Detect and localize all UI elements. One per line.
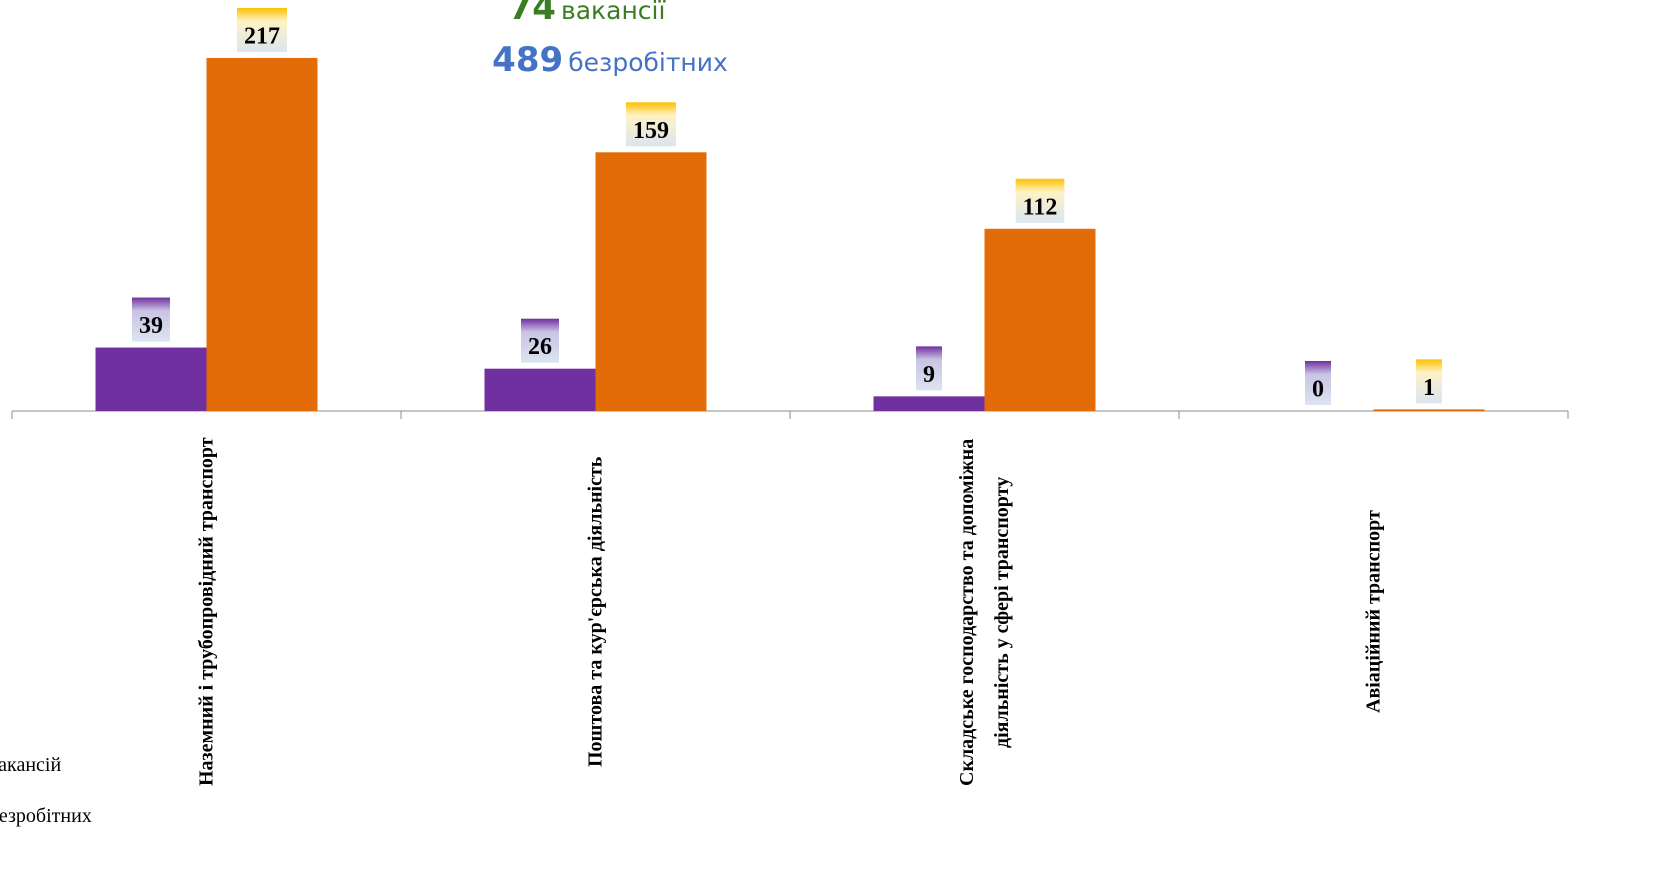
bar: [873, 396, 985, 411]
data-label-text: 26: [528, 334, 552, 360]
data-label-text: 9: [923, 362, 935, 388]
x-tick-label: Поштова та кур'єрська діяльність: [584, 456, 606, 768]
annotation-value: 489: [492, 40, 564, 80]
data-label-box: [626, 102, 676, 147]
annotation: 74 вакансії: [509, 0, 666, 28]
x-tick-label: Наземний і трубопровідний транспорт: [195, 437, 217, 787]
data-label-text: 39: [139, 313, 163, 339]
bar: [984, 228, 1096, 411]
data-label-text: 217: [244, 23, 280, 49]
bar: [206, 57, 318, 411]
data-label-box: [237, 7, 287, 52]
x-tick-label: Авіаційний транспорт: [1362, 510, 1384, 714]
data-label: 112: [1015, 178, 1065, 223]
data-label: 9: [916, 346, 942, 391]
data-label-text: 159: [633, 118, 669, 144]
x-tick-label: Складське господарство та допоміжна діял…: [955, 438, 1013, 786]
annotation-text: вакансії: [560, 0, 666, 25]
data-label-box: [1015, 178, 1065, 223]
bar: [484, 368, 596, 411]
annotation-text: безробітних: [568, 48, 728, 77]
data-label-box: [521, 318, 559, 363]
data-label: 1: [1416, 359, 1442, 404]
bar: [595, 152, 707, 411]
data-label: 26: [521, 318, 559, 363]
data-label: 159: [626, 102, 676, 147]
data-label-text: 1: [1423, 375, 1435, 401]
data-label: 39: [132, 297, 170, 342]
legend-label: безробітних: [0, 805, 92, 827]
data-label-text: 112: [1023, 194, 1058, 220]
data-label-box: [1416, 359, 1442, 404]
data-label: 217: [237, 7, 287, 52]
annotation: 489 безробітних: [492, 40, 728, 80]
legend-label: вакансій: [0, 754, 62, 776]
bar: [1373, 409, 1485, 411]
data-label-box: [1305, 361, 1331, 405]
bar: [95, 347, 207, 411]
data-label-text: 0: [1312, 377, 1324, 403]
data-label-box: [916, 346, 942, 391]
annotation-value: 74: [508, 0, 556, 28]
data-label: 0: [1305, 361, 1331, 405]
data-label-box: [132, 297, 170, 342]
